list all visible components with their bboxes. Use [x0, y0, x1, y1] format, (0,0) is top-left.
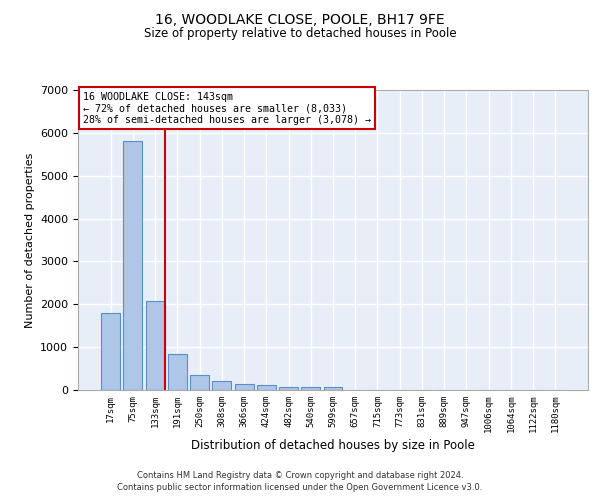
Bar [124, 142, 142, 390]
Bar [257, 386, 276, 390]
X-axis label: Distribution of detached houses by size in Poole: Distribution of detached houses by size … [191, 440, 475, 452]
Bar [235, 384, 254, 390]
Bar [279, 386, 298, 390]
Text: 16 WOODLAKE CLOSE: 143sqm
← 72% of detached houses are smaller (8,033)
28% of se: 16 WOODLAKE CLOSE: 143sqm ← 72% of detac… [83, 92, 371, 124]
Text: Size of property relative to detached houses in Poole: Size of property relative to detached ho… [143, 28, 457, 40]
Y-axis label: Number of detached properties: Number of detached properties [25, 152, 35, 328]
Bar [301, 387, 320, 390]
Bar [168, 354, 187, 390]
Bar [101, 313, 120, 390]
Bar [190, 376, 209, 390]
Bar [146, 301, 164, 390]
Text: 16, WOODLAKE CLOSE, POOLE, BH17 9FE: 16, WOODLAKE CLOSE, POOLE, BH17 9FE [155, 12, 445, 26]
Bar [212, 380, 231, 390]
Text: Contains public sector information licensed under the Open Government Licence v3: Contains public sector information licen… [118, 484, 482, 492]
Text: Contains HM Land Registry data © Crown copyright and database right 2024.: Contains HM Land Registry data © Crown c… [137, 471, 463, 480]
Bar [323, 387, 343, 390]
